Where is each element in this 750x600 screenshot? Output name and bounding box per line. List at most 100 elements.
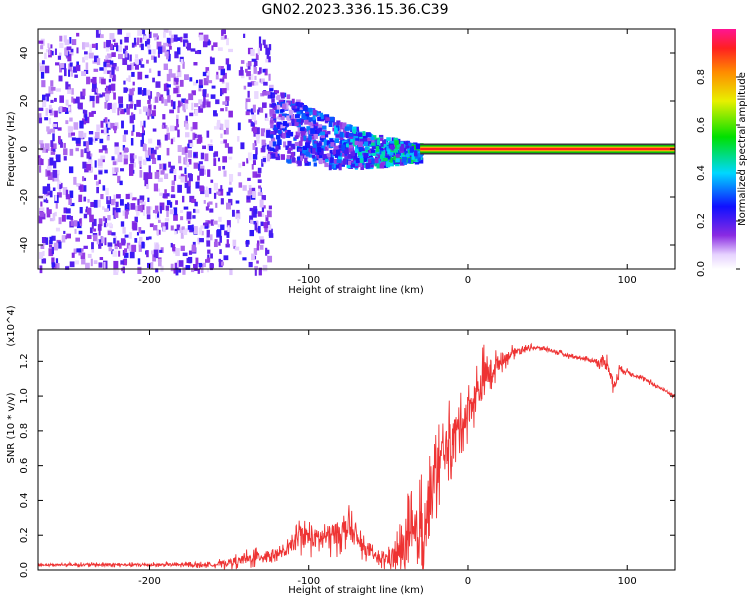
- spectrogram-cell: [58, 52, 62, 57]
- spectrogram-cell: [231, 209, 235, 217]
- spectrogram-cell: [250, 81, 256, 86]
- spectrogram-cell: [220, 68, 226, 76]
- spectrogram-cell: [344, 142, 348, 149]
- spectrogram-cell: [159, 192, 163, 196]
- spectrogram-cell: [163, 83, 169, 92]
- spectrogram-cell: [247, 82, 252, 87]
- spectrogram-cell: [166, 89, 170, 96]
- spectrogram-cell: [54, 211, 57, 217]
- spectrogram-cell: [249, 215, 254, 223]
- spectrogram-cell: [200, 152, 205, 160]
- spectrogram-cell: [301, 113, 306, 119]
- spectrogram-cell: [65, 189, 69, 197]
- spectrogram-cell: [294, 114, 300, 119]
- spectrogram-cell: [389, 140, 395, 145]
- spectrogram-cell: [352, 142, 357, 147]
- spectrogram-cell: [322, 158, 327, 164]
- spectrogram-cell: [122, 250, 126, 256]
- spectrogram-cell: [173, 34, 178, 42]
- spectrogram-cell: [386, 146, 391, 152]
- spectrogram-cell: [374, 157, 379, 164]
- spectrogram-cell: [384, 149, 388, 154]
- spectrogram-cell: [95, 136, 98, 141]
- spectrogram-cell: [88, 112, 94, 117]
- spectrogram-cell: [61, 214, 66, 222]
- spectrogram-cell: [86, 150, 91, 159]
- spectrogram-cell: [302, 105, 308, 111]
- spectrogram-cell: [220, 185, 223, 192]
- spectrogram-cell: [266, 249, 270, 254]
- spectrogram-cell: [216, 119, 221, 128]
- spectrogram-cell: [277, 116, 281, 120]
- spectrogram-cell: [251, 164, 254, 170]
- spectrogram-cell: [359, 158, 364, 164]
- spectrogram-cell: [45, 93, 51, 97]
- spectrogram-cell: [330, 142, 335, 147]
- spectrogram-cell: [104, 208, 110, 212]
- spectrogram-cell: [100, 129, 105, 134]
- spectrogram-cell: [114, 146, 120, 155]
- spectrogram-cell: [391, 137, 395, 141]
- spectrogram-cell: [83, 196, 87, 202]
- spectrogram-cell: [338, 145, 343, 149]
- spectrogram-cell: [75, 260, 79, 265]
- spectrogram-cell: [138, 227, 142, 234]
- spectrogram-cell: [255, 53, 259, 61]
- spectrogram-cell: [64, 48, 69, 56]
- spectrogram-cell: [67, 89, 72, 94]
- spectrogram-cell: [237, 122, 241, 131]
- spectrogram-cell: [214, 151, 219, 157]
- spectrogram-cell: [330, 157, 334, 163]
- spectrogram-cell: [216, 191, 221, 195]
- spectrogram-cell: [128, 75, 131, 83]
- spectrogram-cell: [210, 253, 213, 259]
- spectrogram-cell: [137, 87, 142, 95]
- spectrogram-cell: [136, 37, 140, 46]
- spectrogram-cell: [137, 266, 142, 274]
- spectrogram-cell: [166, 127, 169, 132]
- spectrogram-cell: [213, 241, 218, 248]
- y-tick-label: 1.0: [19, 388, 30, 404]
- spectrogram-cell: [68, 166, 74, 174]
- spectrogram-cell: [90, 258, 93, 267]
- spectrogram-cell: [104, 169, 108, 174]
- spectrogram-cell: [41, 94, 46, 101]
- spectrogram-cell: [123, 157, 128, 165]
- spectrogram-cell: [148, 104, 152, 111]
- spectrogram-cell: [113, 42, 119, 47]
- spectrogram-cell: [48, 248, 54, 257]
- spectrogram-cell: [174, 78, 179, 82]
- spectrogram-cell: [396, 144, 401, 148]
- spectrogram-cell: [140, 139, 144, 147]
- spectrogram-cell: [176, 94, 181, 98]
- spectrogram-cell: [207, 70, 210, 78]
- spectrogram-cell: [379, 146, 383, 151]
- spectrogram-cell: [120, 221, 125, 227]
- spectrogram-cell: [261, 145, 266, 152]
- spectrogram-cell: [268, 44, 272, 51]
- spectrogram-cell: [155, 146, 159, 150]
- spectrogram-cell: [94, 174, 98, 180]
- spectrogram-cell: [323, 139, 328, 146]
- spectrogram-cell: [246, 109, 251, 113]
- spectrogram-cell: [130, 101, 134, 107]
- spectrogram-cell: [58, 241, 62, 249]
- spectrogram-cell: [166, 132, 170, 140]
- spectrogram-cell: [337, 161, 342, 167]
- spectrogram-cell: [180, 36, 183, 43]
- spectrogram-cell: [78, 194, 83, 203]
- spectrogram-cell: [360, 164, 365, 170]
- spectrogram-cell: [143, 88, 147, 96]
- spectrogram-cell: [361, 161, 365, 165]
- colorbar-ticks: 0.0 0.2 0.4 0.6 0.8: [696, 69, 740, 277]
- spectrogram-cell: [52, 133, 55, 142]
- spectrogram-cell: [111, 67, 115, 75]
- spectrogram-cell: [118, 250, 121, 257]
- spectrogram-cell: [148, 49, 152, 55]
- spectrogram-cell: [308, 122, 314, 126]
- spectrogram-cell: [222, 101, 228, 105]
- spectrogram-cell: [63, 148, 68, 156]
- spectrogram-cell: [147, 44, 151, 49]
- spectrogram-cell: [52, 169, 58, 178]
- spectrogram-cell: [355, 126, 359, 133]
